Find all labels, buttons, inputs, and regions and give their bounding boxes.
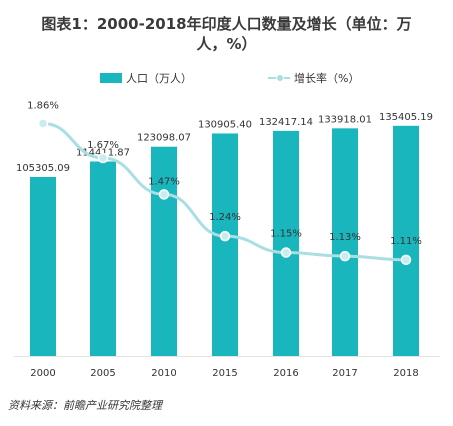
growth-point-2016 [280, 247, 292, 258]
bar-value-label: 105305.09 [16, 163, 70, 174]
x-tick-label: 2015 [212, 368, 237, 379]
source-note: 资料来源：前瞻产业研究院整理 [8, 399, 162, 412]
bar-value-label: 130905.40 [198, 119, 252, 130]
growth-value-label: 1.86% [27, 100, 59, 111]
legend-item-population: 人口（万人） [100, 70, 192, 86]
x-tick-label: 2000 [30, 368, 55, 379]
legend-bar-swatch [100, 73, 122, 83]
legend: 人口（万人） 增长率（%） [0, 70, 453, 86]
growth-value-label: 1.24% [209, 212, 241, 223]
bar-2005 [90, 161, 116, 356]
growth-point-2017 [339, 250, 351, 262]
x-tick-label: 2016 [273, 368, 298, 379]
x-tick-label: 2017 [332, 368, 357, 379]
x-tick-label: 2018 [393, 368, 418, 379]
growth-point-2018 [400, 254, 412, 266]
bar-2015 [212, 133, 238, 356]
bar-value-label: 135405.19 [379, 112, 433, 123]
x-tick-label: 2010 [151, 368, 176, 379]
x-tick-label: 2005 [90, 368, 115, 379]
bar-2000 [30, 176, 56, 356]
bar-value-label: 123098.07 [137, 133, 191, 144]
growth-value-label: 1.15% [270, 229, 302, 240]
bar-2016 [273, 130, 299, 356]
legend-line-swatch [268, 74, 290, 82]
growth-value-label: 1.47% [148, 176, 180, 187]
growth-point-2005 [97, 152, 109, 164]
bar-value-label: 133918.01 [318, 114, 372, 125]
bar-value-label: 132417.14 [259, 117, 313, 128]
growth-value-label: 1.13% [329, 232, 361, 243]
legend-label-growth: 增长率（%） [294, 72, 360, 85]
growth-value-label: 1.67% [87, 140, 119, 151]
growth-point-2010 [158, 189, 170, 200]
legend-label-population: 人口（万人） [126, 72, 192, 85]
chart-title-line-1: 图表1：2000-2018年印度人口数量及增长（单位：万 [41, 15, 412, 33]
bar-2018 [393, 125, 419, 356]
growth-point-2000 [37, 118, 49, 129]
chart-title-line-2: 人，%） [196, 35, 257, 53]
legend-item-growth: 增长率（%） [268, 70, 359, 86]
bar-2010 [151, 146, 177, 356]
bar-2017 [332, 128, 358, 356]
growth-point-2015 [219, 230, 231, 242]
chart-title: 图表1：2000-2018年印度人口数量及增长（单位：万 人，%） [0, 14, 453, 54]
growth-value-label: 1.11% [390, 236, 422, 247]
